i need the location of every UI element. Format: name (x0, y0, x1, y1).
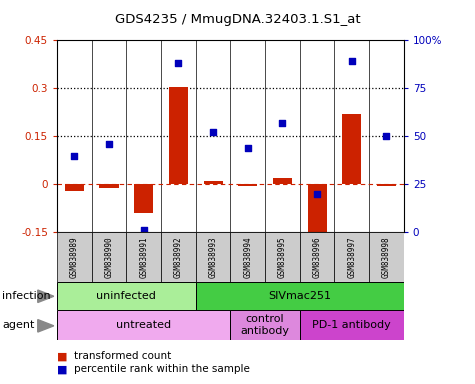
Bar (196, 232, 230, 282)
Text: PD-1 antibody: PD-1 antibody (313, 320, 391, 330)
Bar (196, 282, 404, 310)
Text: GSM838995: GSM838995 (278, 237, 287, 278)
Text: GSM838997: GSM838997 (347, 237, 356, 278)
Point (70, 152, 78, 159)
Polygon shape (38, 290, 54, 303)
Bar (203, 181, 223, 184)
Point (175, 60, 182, 66)
Bar (57, 282, 196, 310)
Point (348, 58, 356, 65)
Text: GDS4235 / MmugDNA.32403.1.S1_at: GDS4235 / MmugDNA.32403.1.S1_at (114, 13, 361, 26)
Text: GSM838994: GSM838994 (243, 237, 252, 278)
Text: GSM838989: GSM838989 (70, 237, 79, 278)
Text: percentile rank within the sample: percentile rank within the sample (74, 364, 249, 374)
Text: uninfected: uninfected (96, 291, 156, 301)
Bar (273, 178, 292, 184)
Point (105, 141, 113, 147)
Bar (99, 184, 119, 187)
Point (140, 227, 147, 233)
Bar (57, 232, 92, 282)
Text: GSM838998: GSM838998 (382, 237, 391, 278)
Bar (230, 232, 265, 282)
Bar (134, 184, 153, 213)
Text: GSM838993: GSM838993 (209, 237, 218, 278)
Point (278, 120, 286, 126)
Bar (334, 232, 369, 282)
Bar (92, 232, 126, 282)
Bar (230, 310, 300, 340)
Bar (265, 232, 300, 282)
Bar (169, 87, 188, 184)
Bar (342, 114, 361, 184)
Point (314, 191, 321, 197)
Bar (65, 184, 84, 191)
Point (209, 129, 217, 136)
Text: transformed count: transformed count (74, 351, 171, 361)
Bar (377, 184, 396, 186)
Bar (300, 310, 404, 340)
Bar (238, 184, 257, 186)
Text: GSM838992: GSM838992 (174, 237, 183, 278)
Bar (300, 232, 334, 282)
Text: infection: infection (2, 291, 51, 301)
Bar (57, 310, 230, 340)
Bar (161, 232, 196, 282)
Bar (307, 184, 327, 245)
Text: GSM838991: GSM838991 (139, 237, 148, 278)
Point (383, 133, 390, 139)
Polygon shape (38, 319, 54, 332)
Text: ■: ■ (57, 351, 67, 361)
Text: agent: agent (2, 320, 35, 330)
Point (244, 145, 252, 151)
Text: ■: ■ (57, 364, 67, 374)
Text: untreated: untreated (116, 320, 171, 330)
Text: GSM838996: GSM838996 (313, 237, 322, 278)
Bar (126, 232, 161, 282)
Text: GSM838990: GSM838990 (104, 237, 114, 278)
Text: control
antibody: control antibody (240, 314, 290, 336)
Text: SIVmac251: SIVmac251 (268, 291, 331, 301)
Bar (369, 232, 404, 282)
